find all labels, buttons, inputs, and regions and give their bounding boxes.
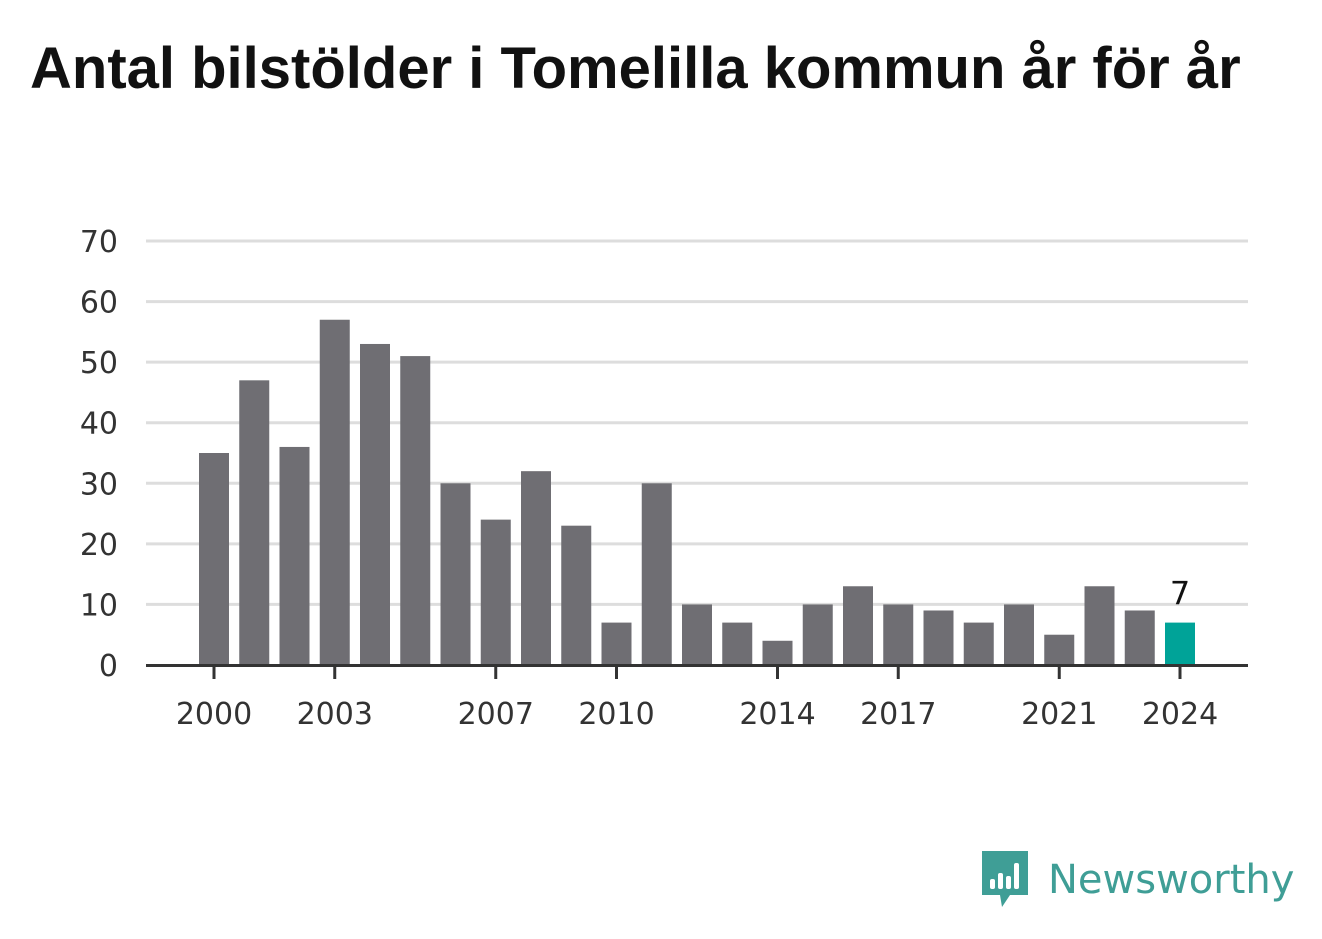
x-tick-label: 2014 [739,697,815,732]
x-tick-label: 2007 [458,697,534,732]
bar-2024 [1165,622,1195,665]
bar-2016 [843,586,873,665]
chart-title: Antal bilstölder i Tomelilla kommun år f… [30,36,1241,101]
bar-2022 [1084,586,1115,665]
x-tick-label: 2024 [1142,697,1218,732]
bar-2019 [963,622,994,665]
bar-2000 [199,453,229,665]
bar-2008 [521,471,551,665]
bar-2014 [762,640,793,665]
data-label: 7 [1170,575,1190,613]
bar-2012 [682,604,712,665]
bars [146,319,1248,667]
y-tick-label: 10 [80,588,118,623]
bar-2009 [561,525,592,665]
brand-name: Newsworthy [1048,857,1295,903]
bar-2018 [923,610,954,665]
bar-2004 [360,343,390,665]
y-tick-label: 70 [80,225,118,260]
x-axis-ticks: 2000 2003 2007 2010 2014 2017 2021 2024 [176,665,1218,732]
bar-2007 [480,519,511,665]
data-labels: 7 [1170,575,1190,613]
bar-2017 [883,604,914,665]
y-tick-label: 20 [80,528,118,563]
bar-2006 [440,483,471,665]
bar-2002 [279,446,310,665]
newsworthy-brand: Newsworthy [980,848,1294,912]
bar-2013 [722,622,753,665]
x-tick-label: 2021 [1021,697,1097,732]
y-tick-label: 50 [80,346,118,381]
bar-2011 [641,483,672,665]
y-tick-label: 30 [80,467,118,502]
x-tick-label: 2010 [578,697,654,732]
x-tick-label: 2003 [297,697,373,732]
x-tick-label: 2017 [860,697,936,732]
bar-2005 [400,356,431,665]
x-tick-label: 2000 [176,697,252,732]
y-tick-label: 40 [80,407,118,442]
newsworthy-logo-icon [982,851,1028,907]
bar-2015 [802,604,833,665]
bar-2010 [601,622,632,665]
y-tick-label: 0 [99,649,118,684]
y-axis-ticks: 0 10 20 30 40 50 60 70 [80,225,118,684]
bar-2001 [239,380,270,665]
gridlines [146,239,1248,606]
y-tick-label: 60 [80,286,118,321]
bar-2003 [319,319,350,665]
bar-2020 [1004,604,1034,665]
bar-2021 [1044,634,1075,665]
bar-2023 [1124,610,1155,665]
